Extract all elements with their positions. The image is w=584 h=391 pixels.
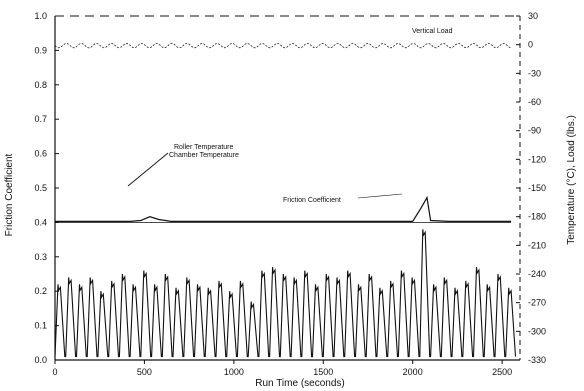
y-left-tick-label: 0.7 xyxy=(34,114,47,124)
y-left-tick-label: 0.1 xyxy=(34,321,47,331)
y-right-tick-label: -120 xyxy=(528,154,546,164)
y-left-tick-label: 0.0 xyxy=(34,355,47,365)
y-right-tick-label: -150 xyxy=(528,183,546,193)
y-right-tick-label: -30 xyxy=(528,68,541,78)
x-tick-label: 0 xyxy=(52,367,57,377)
x-axis-label: Run Time (seconds) xyxy=(255,378,344,389)
y-right-tick-label: -240 xyxy=(528,269,546,279)
x-tick-label: 1500 xyxy=(313,367,333,377)
y-axis-left-label: Friction Coefficient xyxy=(4,153,15,236)
y-right-tick-label: 30 xyxy=(528,11,538,21)
friction-annotation-leader xyxy=(357,193,403,199)
x-tick-label: 2000 xyxy=(403,367,423,377)
y-right-tick-label: -180 xyxy=(528,212,546,222)
annotation-vertical-load: Vertical Load xyxy=(412,28,453,35)
y-right-tick-label: 0 xyxy=(528,40,533,50)
x-tick-label: 1000 xyxy=(224,367,244,377)
x-tick-label: 2500 xyxy=(492,367,512,377)
series-roller-temperature-line xyxy=(55,195,512,222)
y-left-tick-label: 0.8 xyxy=(34,80,47,90)
series-friction-coefficient-line xyxy=(54,229,517,358)
annotation-roller-temperature: Roller Temperature xyxy=(174,144,234,151)
annotation-friction-coefficient: Friction Coefficient xyxy=(283,197,341,204)
y-left-tick-label: 0.9 xyxy=(34,45,47,55)
y-left-tick-label: 0.6 xyxy=(34,149,47,159)
text-layer: Run Time (seconds) Friction Coefficient … xyxy=(4,28,577,389)
y-left-tick-label: 1.0 xyxy=(34,11,47,21)
y-right-tick-label: -330 xyxy=(528,355,546,365)
y-axis-right-label: Temperature (°C), Load (lbs.) xyxy=(566,115,577,245)
y-right-tick-label: -60 xyxy=(528,97,541,107)
y-left-tick-label: 0.2 xyxy=(34,286,47,296)
axes: 0 500 1000 1500 2000 2500 0.0 0.1 0.2 0.3 0.4 0.5 0.… xyxy=(34,11,546,377)
y-left-tick-label: 0.5 xyxy=(34,183,47,193)
x-tick-label: 500 xyxy=(137,367,152,377)
y-left-tick-label: 0.3 xyxy=(34,252,47,262)
y-right-tick-label: -90 xyxy=(528,126,541,136)
y-left-tick-label: 0.4 xyxy=(34,217,47,227)
series-layer xyxy=(54,42,517,358)
y-right-tick-label: -300 xyxy=(528,326,546,336)
annotation-leader-line xyxy=(127,152,169,187)
annotation-chamber-temperature: Chamber Temperature xyxy=(169,152,239,159)
y-right-tick-label: -210 xyxy=(528,240,546,250)
y-right-tick-label: -270 xyxy=(528,298,546,308)
series-vertical-load-line xyxy=(54,42,512,49)
